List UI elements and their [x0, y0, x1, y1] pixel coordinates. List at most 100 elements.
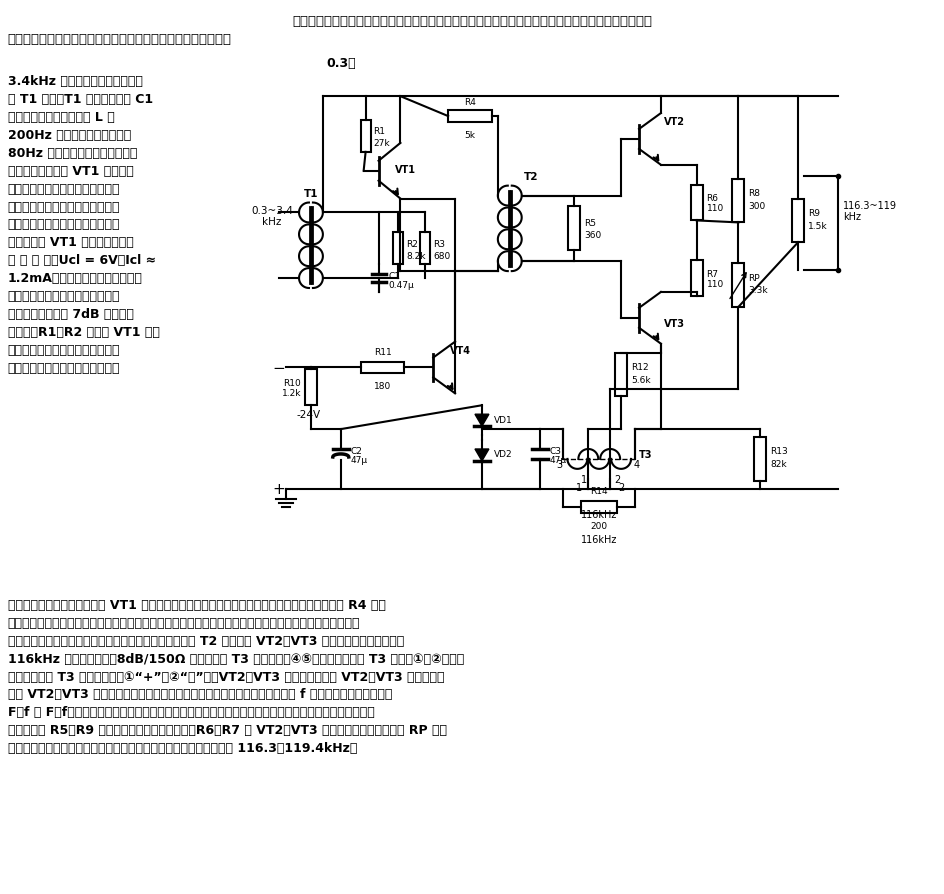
Bar [733, 264, 745, 308]
Bar [582, 502, 617, 513]
Text: 47μ: 47μ [549, 456, 566, 465]
Text: C2: C2 [351, 447, 362, 456]
Text: R8: R8 [749, 189, 760, 198]
Text: 本电路设计在提高 7dB 以上就开: 本电路设计在提高 7dB 以上就开 [8, 308, 134, 321]
Bar [691, 185, 702, 221]
Text: 3: 3 [556, 460, 563, 469]
Text: R3: R3 [433, 240, 446, 249]
Text: 这样就保证其容易进入限幅状态。: 这样就保证其容易进入限幅状态。 [8, 290, 120, 303]
Text: VT2: VT2 [664, 117, 684, 127]
Text: 180: 180 [374, 382, 391, 391]
Text: 3.3k: 3.3k [749, 286, 768, 295]
Bar [733, 180, 745, 224]
Text: 0.3~3.4
kHz: 0.3~3.4 kHz [251, 206, 294, 227]
Text: 116kHz 的载频信号以－8dB/150Ω 的电平値经 T3 变压器初级④⑤端输入，而后由 T3 的次级①、②至单平: 116kHz 的载频信号以－8dB/150Ω 的电平値经 T3 变压器初级④⑤端… [8, 652, 464, 665]
Text: 300: 300 [749, 202, 766, 211]
Polygon shape [475, 415, 489, 426]
Text: 1: 1 [582, 475, 587, 485]
Text: 110: 110 [707, 279, 724, 288]
Text: R5: R5 [584, 219, 597, 228]
Text: F＋f 或 F－f，起到变换频率的作用。从理论上讲，单平衡调制器在理想平衡下没有载频输出的称为无载漏: F＋f 或 F－f，起到变换频率的作用。从理论上讲，单平衡调制器在理想平衡下没有… [8, 705, 375, 719]
Text: 线性区的工作特性。由限幅电路所引出的信号，经变压器 T2 至三极管 VT2、VT3 组成的单平衡调幅电路。: 线性区的工作特性。由限幅电路所引出的信号，经变压器 T2 至三极管 VT2、VT… [8, 634, 404, 647]
Text: R9: R9 [808, 208, 820, 218]
Text: 1.5k: 1.5k [808, 222, 828, 231]
Text: 80Hz 以下的低频或脉冲性干扰。: 80Hz 以下的低频或脉冲性干扰。 [8, 147, 137, 160]
Text: VD2: VD2 [494, 450, 513, 459]
Text: 110: 110 [707, 204, 724, 213]
Text: 4: 4 [634, 460, 640, 469]
Text: 0.3～: 0.3～ [326, 57, 356, 71]
Text: C3: C3 [549, 447, 562, 456]
Bar [792, 199, 804, 243]
Text: R11: R11 [374, 347, 392, 356]
Text: 备、载波机、电台、对讲机及无线遥控等电路中信号的调制用。: 备、载波机、电台、对讲机及无线遥控等电路中信号的调制用。 [8, 32, 231, 46]
Text: 本调制电路主要是采用三只晶体三极管作为核心元件，它可用于通讯设备中的特高频、微波机的终端设: 本调制电路主要是采用三只晶体三极管作为核心元件，它可用于通讯设备中的特高频、微波… [292, 14, 652, 28]
Bar [691, 261, 702, 297]
Bar [615, 353, 627, 397]
Text: 器 T1 引入。T1 的次级串接有 C1: 器 T1 引入。T1 的次级串接有 C1 [8, 93, 153, 106]
Text: 27k: 27k [374, 139, 390, 148]
Text: 始限幅。R1、R2 不仅对 VT1 提供: 始限幅。R1、R2 不仅对 VT1 提供 [8, 325, 160, 339]
Text: 1.2k: 1.2k [281, 388, 301, 398]
Text: 5k: 5k [464, 131, 476, 139]
Text: RP: RP [749, 274, 760, 283]
Text: 并不是很高的电平情况下，进入晶: 并不是很高的电平情况下，进入晶 [8, 200, 120, 214]
Text: R10: R10 [283, 378, 301, 387]
Text: 变负反馈量以调节电路的增益电平。经单平衡调制输出的信号频率为 116.3～119.4kHz。: 变负反馈量以调节电路的增益电平。经单平衡调制输出的信号频率为 116.3～119… [8, 741, 357, 755]
Text: 供的电流串联负反馈相结合，既校正了电路的输入阻抗，以达到与外部相匹配的目的，同时又改善了电路在: 供的电流串联负反馈相结合，既校正了电路的输入阻抗，以达到与外部相匹配的目的，同时… [8, 616, 361, 629]
Text: 116.3~119
kHz: 116.3~119 kHz [843, 200, 897, 222]
Text: 基极偏置，而且提供电压并联负反: 基极偏置，而且提供电压并联负反 [8, 343, 120, 356]
Text: 8.2k: 8.2k [406, 251, 426, 260]
Text: R4: R4 [464, 98, 476, 107]
Text: R13: R13 [770, 447, 788, 456]
Text: 限幅电路由三极管 VT1 及相关元: 限幅电路由三极管 VT1 及相关元 [8, 164, 133, 178]
Text: R6: R6 [707, 194, 718, 203]
Text: 1.2mA）且负载线的斜率也很大，: 1.2mA）且负载线的斜率也很大， [8, 272, 143, 285]
Text: 5.6k: 5.6k [631, 375, 650, 384]
Text: 116kHz: 116kHz [582, 535, 617, 544]
Text: 200: 200 [591, 521, 608, 530]
Bar [361, 362, 404, 374]
Text: 3.4kHz 的音频信号，经输入变压: 3.4kHz 的音频信号，经输入变压 [8, 75, 143, 89]
Bar [305, 370, 317, 406]
Text: 200Hz 高通滤波器，用以抑制: 200Hz 高通滤波器，用以抑制 [8, 129, 131, 142]
Bar [394, 233, 403, 265]
Text: 低 的 位 置（Ucl = 6V、Icl ≈: 低 的 位 置（Ucl = 6V、Icl ≈ [8, 254, 156, 267]
Text: VT1: VT1 [395, 164, 415, 174]
Text: 47μ: 47μ [351, 456, 368, 465]
Text: R7: R7 [707, 269, 718, 278]
Text: 680: 680 [433, 251, 450, 260]
Text: 件组成。为了使电路能在规定的但: 件组成。为了使电路能在规定的但 [8, 182, 120, 196]
Text: 360: 360 [584, 231, 601, 240]
Text: VT3: VT3 [664, 318, 684, 328]
Text: T2: T2 [524, 172, 538, 181]
Text: 输出。电阵 R5、R9 用以匹配其输入、输出阻抗。R6、R7 为 VT2、VT3 的发射极电阵。通过调节 RP 可改: 输出。电阵 R5、R9 用以匹配其输入、输出阻抗。R6、R7 为 VT2、VT3… [8, 723, 447, 737]
Bar [568, 207, 581, 251]
Text: 116kHz: 116kHz [582, 509, 617, 519]
Text: VT4: VT4 [450, 345, 471, 355]
Text: C1: C1 [389, 271, 400, 280]
Text: 电容器，构成一个简单的 L 型: 电容器，构成一个简单的 L 型 [8, 111, 114, 124]
Text: R12: R12 [631, 363, 649, 372]
Text: 2: 2 [618, 482, 624, 493]
Bar [361, 121, 371, 153]
Text: T1: T1 [304, 189, 318, 198]
Text: R14: R14 [590, 486, 608, 495]
Text: 馈。这种直接由集电极电位经分压: 馈。这种直接由集电极电位经分压 [8, 361, 120, 374]
Text: T3: T3 [639, 450, 652, 460]
Text: R1: R1 [374, 127, 385, 136]
Text: 提供偏置方式，可以自动调整 VT1 的工作点，以取得正负对称限幅的效果。而交流负反馈则与在 R4 所提: 提供偏置方式，可以自动调整 VT1 的工作点，以取得正负对称限幅的效果。而交流负… [8, 598, 385, 611]
Text: 衡调幅器。当 T3 的瞬时极性为①“+”、②“－”时，VT2、VT3 正偏导通，反之 VT2、VT3 反偏截止，: 衡调幅器。当 T3 的瞬时极性为①“+”、②“－”时，VT2、VT3 正偏导通，… [8, 670, 445, 683]
Text: 2: 2 [614, 475, 620, 485]
Text: −: − [273, 360, 285, 375]
Text: 所以 VT2、VT3 起着开关作用，它的开关频率和载频完全一致。其作用把信号 f 由低频搞移到新的高频率: 所以 VT2、VT3 起着开关作用，它的开关频率和载频完全一致。其作用把信号 f… [8, 687, 392, 701]
Text: 82k: 82k [770, 460, 787, 468]
Polygon shape [475, 450, 489, 461]
Text: -24V: -24V [297, 409, 321, 419]
Text: VD1: VD1 [494, 415, 513, 424]
Text: 的。本电路 VT1 的工作点选在较: 的。本电路 VT1 的工作点选在较 [8, 236, 133, 249]
Text: 体管饱和及截止区，而达到限幅目: 体管饱和及截止区，而达到限幅目 [8, 218, 120, 232]
Bar [420, 233, 430, 265]
Bar [754, 437, 767, 481]
Text: +: + [273, 482, 285, 497]
